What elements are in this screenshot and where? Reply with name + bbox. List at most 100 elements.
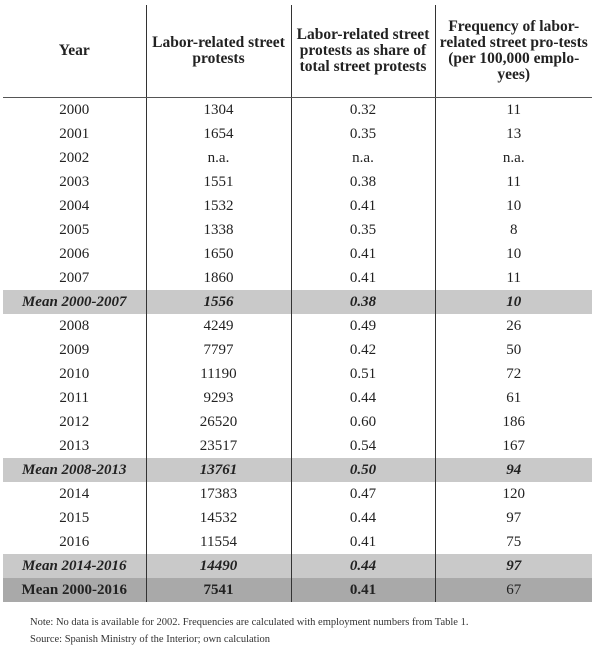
cell-share: 0.41 (290, 266, 435, 290)
cell-year: Mean 2000-2016 (3, 578, 146, 602)
cell-share: 0.44 (290, 506, 435, 530)
cell-protests: n.a. (145, 146, 291, 170)
cell-protests: 1654 (145, 122, 291, 146)
cell-frequency: 8 (434, 218, 592, 242)
cell-year: 2013 (59, 437, 90, 454)
cell-frequency: 13 (434, 122, 592, 146)
cell-year: Mean 2008-2013 (3, 458, 146, 482)
table-row: 2007 1860 0.41 11 (3, 266, 592, 290)
cell-frequency: 167 (434, 434, 592, 458)
cell-year: 2016 (59, 533, 90, 550)
cell-share: 0.49 (290, 314, 435, 338)
total-mean-row: Mean 2000-2016 7541 0.41 67 (3, 578, 592, 602)
cell-share: 0.32 (290, 97, 435, 122)
header-year: Year (3, 5, 146, 98)
cell-protests: 26520 (145, 410, 291, 434)
header-frequency: Frequency of labor-related street pro-te… (434, 5, 592, 98)
cell-year: 2005 (59, 221, 90, 238)
cell-share: 0.47 (290, 482, 435, 506)
cell-frequency: 120 (434, 482, 592, 506)
cell-protests: 1556 (145, 290, 291, 314)
cell-protests: 17383 (145, 482, 291, 506)
cell-protests: 1304 (145, 97, 291, 122)
mean-row: Mean 2014-2016 14490 0.44 97 (3, 554, 592, 578)
table-row: 2005 1338 0.35 8 (3, 218, 592, 242)
cell-share: n.a. (290, 146, 435, 170)
cell-year: 2008 (59, 317, 90, 334)
cell-share: 0.35 (290, 122, 435, 146)
cell-frequency: 94 (434, 458, 592, 482)
cell-frequency: 10 (434, 194, 592, 218)
table-note: Note: No data is available for 2002. Fre… (30, 617, 469, 628)
table-row: 2011 9293 0.44 61 (3, 386, 592, 410)
cell-protests: 1338 (145, 218, 291, 242)
cell-frequency: 72 (434, 362, 592, 386)
cell-year: Mean 2014-2016 (3, 554, 146, 578)
cell-frequency: 186 (434, 410, 592, 434)
cell-frequency: 11 (434, 170, 592, 194)
cell-protests: 7797 (145, 338, 291, 362)
cell-share: 0.60 (290, 410, 435, 434)
cell-year: 2009 (59, 341, 90, 358)
cell-share: 0.41 (290, 242, 435, 266)
table-source: Source: Spanish Ministry of the Interior… (30, 634, 270, 645)
mean-row: Mean 2008-2013 13761 0.50 94 (3, 458, 592, 482)
cell-year: 2003 (59, 173, 90, 190)
cell-share: 0.42 (290, 338, 435, 362)
cell-year: Mean 2000-2007 (3, 290, 146, 314)
cell-protests: 11554 (145, 530, 291, 554)
cell-protests: 11190 (145, 362, 291, 386)
cell-frequency: 75 (434, 530, 592, 554)
cell-share: 0.54 (290, 434, 435, 458)
mean-row: Mean 2000-2007 1556 0.38 10 (3, 290, 592, 314)
cell-frequency: 97 (434, 554, 592, 578)
table-row: 2013 23517 0.54 167 (3, 434, 592, 458)
table-row: 2014 17383 0.47 120 (3, 482, 592, 506)
table-row: 2002 n.a. n.a. n.a. (3, 146, 592, 170)
table-row: 2006 1650 0.41 10 (3, 242, 592, 266)
table-row: 2003 1551 0.38 11 (3, 170, 592, 194)
cell-protests: 4249 (145, 314, 291, 338)
cell-year: 2011 (59, 389, 89, 406)
cell-frequency: 61 (434, 386, 592, 410)
cell-frequency: 10 (434, 290, 592, 314)
cell-share: 0.44 (290, 554, 435, 578)
cell-frequency: 11 (434, 266, 592, 290)
cell-frequency: 97 (434, 506, 592, 530)
protest-table: Year Labor-related street protests Labor… (3, 5, 592, 602)
cell-year: 2006 (59, 245, 90, 262)
cell-frequency: 11 (434, 97, 592, 122)
cell-protests: 23517 (145, 434, 291, 458)
cell-protests: 1650 (145, 242, 291, 266)
table-row: 2010 11190 0.51 72 (3, 362, 592, 386)
header-protests: Labor-related street protests (145, 5, 291, 98)
cell-share: 0.50 (290, 458, 435, 482)
cell-year: 2001 (59, 125, 90, 142)
cell-year: 2010 (59, 365, 90, 382)
cell-frequency: 67 (434, 578, 592, 602)
cell-protests: 1860 (145, 266, 291, 290)
cell-share: 0.51 (290, 362, 435, 386)
cell-protests: 9293 (145, 386, 291, 410)
table-row: 2000 1304 0.32 11 (3, 97, 592, 122)
table-row: 2016 11554 0.41 75 (3, 530, 592, 554)
table-row: 2004 1532 0.41 10 (3, 194, 592, 218)
header-share: Labor-related street protests as share o… (290, 5, 435, 98)
cell-share: 0.44 (290, 386, 435, 410)
cell-year: 2002 (59, 149, 90, 166)
cell-year: 2007 (59, 269, 90, 286)
cell-protests: 1532 (145, 194, 291, 218)
cell-year: 2014 (59, 485, 90, 502)
cell-frequency: 10 (434, 242, 592, 266)
cell-protests: 7541 (145, 578, 291, 602)
cell-share: 0.38 (290, 170, 435, 194)
cell-year: 2004 (59, 197, 90, 214)
cell-share: 0.38 (290, 290, 435, 314)
cell-share: 0.35 (290, 218, 435, 242)
table-row: 2008 4249 0.49 26 (3, 314, 592, 338)
cell-frequency: n.a. (434, 146, 592, 170)
table-row: 2001 1654 0.35 13 (3, 122, 592, 146)
cell-year: 2012 (59, 413, 90, 430)
table-row: 2009 7797 0.42 50 (3, 338, 592, 362)
cell-year: 2015 (59, 509, 90, 526)
